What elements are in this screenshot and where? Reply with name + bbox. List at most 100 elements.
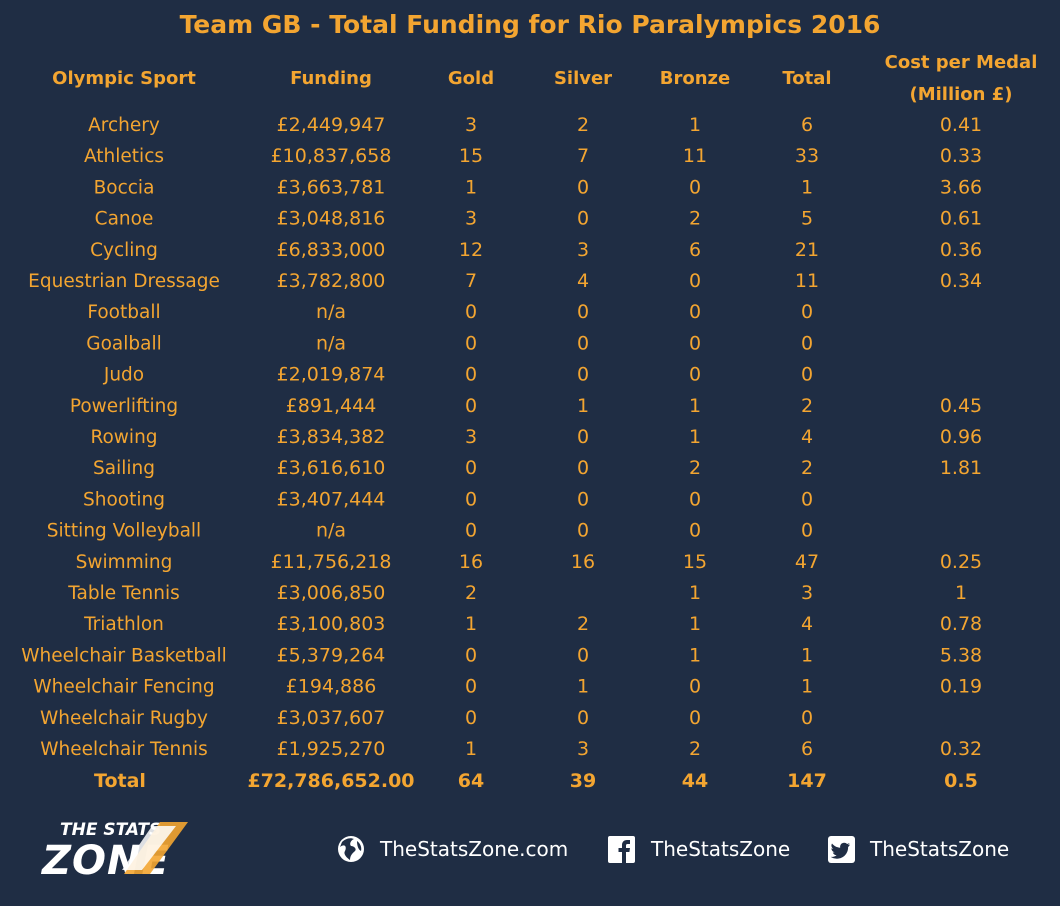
cell-total: 0: [801, 364, 813, 386]
cell-funding: £3,048,816: [277, 208, 386, 230]
total-medals: 147: [787, 770, 827, 792]
cell-sport: Table Tennis: [67, 583, 180, 604]
cell-funding: £1,925,270: [277, 738, 386, 760]
cell-silver: 0: [577, 364, 589, 386]
table-row: Sitting Volleyball n/a 0 0 0 0: [47, 520, 813, 542]
header-sport: Olympic Sport: [52, 68, 196, 89]
cell-silver: 0: [577, 457, 589, 479]
cell-gold: 0: [465, 332, 477, 354]
cell-cost-per-medal: 0.78: [940, 613, 982, 635]
cell-silver: 2: [577, 613, 589, 635]
total-gold: 64: [458, 770, 484, 792]
cell-bronze: 15: [683, 551, 707, 573]
cell-silver: 3: [577, 239, 589, 261]
facebook-handle[interactable]: TheStatsZone: [650, 837, 790, 861]
cell-gold: 1: [465, 738, 477, 760]
total-bronze: 44: [682, 770, 708, 792]
cell-cost-per-medal: 1: [955, 582, 967, 604]
table-row: Judo £2,019,874 0 0 0 0: [103, 364, 813, 386]
cell-gold: 0: [465, 707, 477, 729]
cell-total: 2: [801, 457, 813, 479]
header-funding: Funding: [290, 68, 372, 89]
cell-sport: Sitting Volleyball: [47, 521, 201, 542]
cell-total: 2: [801, 395, 813, 417]
cell-sport: Cycling: [90, 240, 158, 261]
cell-funding: £3,006,850: [277, 582, 386, 604]
header-total: Total: [782, 68, 831, 89]
cell-funding: £194,886: [286, 676, 377, 698]
table-row: Powerlifting £891,444 0 1 1 2 0.45: [70, 395, 982, 417]
total-funding: £72,786,652.00: [247, 770, 414, 792]
cell-gold: 3: [465, 114, 477, 136]
cell-silver: 0: [577, 301, 589, 323]
cell-total: 11: [795, 270, 819, 292]
cell-total: 0: [801, 707, 813, 729]
cell-gold: 16: [459, 551, 483, 573]
cell-total: 3: [801, 582, 813, 604]
table-row: Equestrian Dressage £3,782,800 7 4 0 11 0.34: [28, 270, 982, 292]
cell-bronze: 2: [689, 738, 701, 760]
cell-cost-per-medal: 1.81: [940, 457, 982, 479]
cell-gold: 0: [465, 676, 477, 698]
cell-cost-per-medal: 0.34: [940, 270, 982, 292]
cell-funding: £3,407,444: [277, 488, 386, 510]
cell-sport: Wheelchair Rugby: [40, 708, 208, 729]
table-row: Rowing £3,834,382 3 0 1 4 0.96: [90, 426, 982, 448]
table-row: Triathlon £3,100,803 1 2 1 4 0.78: [83, 613, 982, 635]
header-silver: Silver: [554, 68, 612, 89]
cell-total: 1: [801, 644, 813, 666]
cell-funding: £11,756,218: [271, 551, 392, 573]
cell-funding: £3,663,781: [277, 176, 386, 198]
cell-bronze: 0: [689, 270, 701, 292]
cell-gold: 0: [465, 644, 477, 666]
cell-gold: 0: [465, 364, 477, 386]
cell-bronze: 1: [689, 644, 701, 666]
cell-sport: Sailing: [93, 458, 155, 479]
cell-funding: £2,449,947: [277, 114, 386, 136]
cell-total: 0: [801, 332, 813, 354]
cell-bronze: 0: [689, 176, 701, 198]
cell-funding: £891,444: [286, 395, 377, 417]
cell-cost-per-medal: 0.96: [940, 426, 982, 448]
twitter-handle[interactable]: TheStatsZone: [869, 837, 1009, 861]
cell-gold: 0: [465, 395, 477, 417]
cell-funding: £5,379,264: [277, 644, 386, 666]
stats-zone-logo: THE STATS ZONE: [40, 820, 188, 884]
cell-gold: 2: [465, 582, 477, 604]
cell-funding: £3,100,803: [277, 613, 386, 635]
cell-silver: 0: [577, 426, 589, 448]
cell-cost-per-medal: 0.19: [940, 676, 982, 698]
cell-bronze: 1: [689, 395, 701, 417]
website-link[interactable]: TheStatsZone.com: [379, 837, 568, 861]
cell-total: 21: [795, 239, 819, 261]
cell-gold: 0: [465, 520, 477, 542]
cell-funding: n/a: [316, 520, 346, 542]
cell-bronze: 2: [689, 208, 701, 230]
table-total-row: Total £72,786,652.00 64 39 44 147 0.5: [94, 770, 978, 792]
header-cost-per-medal: Cost per Medal: [885, 52, 1038, 73]
cell-total: 4: [801, 613, 813, 635]
cell-sport: Swimming: [76, 552, 173, 573]
cell-cost-per-medal: 3.66: [940, 176, 982, 198]
table-row: Shooting £3,407,444 0 0 0 0: [83, 488, 813, 510]
cell-sport: Triathlon: [83, 614, 164, 635]
cell-gold: 1: [465, 613, 477, 635]
chart-title: Team GB - Total Funding for Rio Paralymp…: [180, 10, 881, 39]
cell-gold: 0: [465, 301, 477, 323]
cell-silver: 1: [577, 676, 589, 698]
cell-silver: 7: [577, 145, 589, 167]
table-row: Goalball n/a 0 0 0 0: [86, 332, 813, 354]
cell-cost-per-medal: 0.32: [940, 738, 982, 760]
table-row: Athletics £10,837,658 15 7 11 33 0.33: [84, 145, 982, 167]
table-row: Wheelchair Rugby £3,037,607 0 0 0 0: [40, 707, 813, 729]
cell-bronze: 1: [689, 582, 701, 604]
cell-gold: 3: [465, 208, 477, 230]
cell-gold: 12: [459, 239, 483, 261]
cell-cost-per-medal: 0.45: [940, 395, 982, 417]
total-silver: 39: [570, 770, 596, 792]
total-cost-per-medal: 0.5: [944, 770, 978, 792]
cell-total: 6: [801, 738, 813, 760]
